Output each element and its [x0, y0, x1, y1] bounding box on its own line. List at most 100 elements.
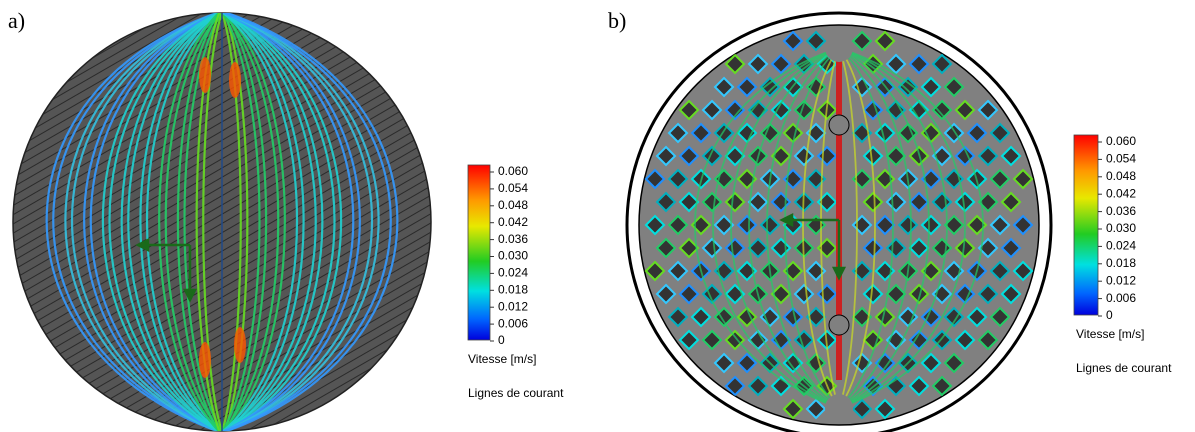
diamond — [724, 237, 746, 259]
streamline — [221, 13, 261, 431]
streamline — [838, 47, 876, 409]
diamond — [678, 237, 700, 259]
colorbar-tick-label: 0 — [498, 333, 505, 347]
diamond — [1000, 237, 1022, 259]
diamond — [874, 306, 896, 328]
colorbar — [467, 164, 491, 341]
streamlines-a — [45, 13, 399, 431]
streamline — [838, 47, 948, 409]
streamline — [221, 13, 336, 431]
streamline — [221, 13, 280, 431]
colorbar — [1073, 134, 1099, 316]
streamline — [158, 13, 221, 431]
diamond — [931, 375, 953, 397]
streamline — [784, 47, 840, 409]
diamond — [770, 283, 792, 305]
hotspot — [199, 57, 211, 93]
diamond — [874, 398, 896, 420]
diamond — [747, 191, 769, 213]
diamond — [908, 237, 930, 259]
colorbar-tick-label: 0.060 — [1106, 134, 1136, 148]
streamline — [195, 13, 221, 431]
colorbar-subtitle: Lignes de courant — [1076, 361, 1172, 375]
diamond — [736, 76, 758, 98]
diamond — [759, 122, 781, 144]
diamond — [793, 283, 815, 305]
diamond — [655, 237, 677, 259]
streamline — [223, 13, 380, 431]
colorbar-tick-label: 0.012 — [498, 299, 528, 313]
diamond — [954, 329, 976, 351]
diamond — [713, 306, 735, 328]
diamond — [678, 191, 700, 213]
colorbar-title: Vitesse [m/s] — [1076, 327, 1144, 341]
streamline — [176, 13, 221, 431]
colorbar-tick-label: 0.006 — [1106, 291, 1136, 305]
colorbar-title: Vitesse [m/s] — [468, 352, 536, 366]
diamond — [1000, 145, 1022, 167]
diamond — [943, 306, 965, 328]
diamond — [724, 375, 746, 397]
diamond — [644, 168, 666, 190]
streamline — [71, 13, 223, 431]
streamline — [146, 13, 223, 431]
diamond — [736, 306, 758, 328]
diamond — [678, 283, 700, 305]
streamline — [221, 13, 373, 431]
colorbar-tick-label: 0.018 — [1106, 256, 1136, 270]
hotspot — [234, 327, 246, 363]
diamond — [782, 398, 804, 420]
streamline — [83, 13, 221, 431]
streamline — [223, 13, 249, 431]
diamond — [908, 283, 930, 305]
node — [825, 394, 853, 422]
diamond — [770, 53, 792, 75]
panel-label: b) — [608, 8, 626, 33]
colorbar-tick-label: 0.006 — [498, 316, 528, 330]
colorbar-tick-label: 0.018 — [498, 282, 528, 296]
diamond — [874, 214, 896, 236]
diamond — [655, 283, 677, 305]
diamond — [713, 214, 735, 236]
streamline — [89, 13, 223, 431]
streamline — [164, 13, 223, 431]
diamond — [885, 99, 907, 121]
diamond — [759, 214, 781, 236]
streamline — [838, 47, 984, 409]
diamond — [724, 53, 746, 75]
diamond — [851, 398, 873, 420]
diamond — [667, 214, 689, 236]
diamond — [678, 145, 700, 167]
diamond — [805, 398, 827, 420]
diamond — [667, 306, 689, 328]
diamond — [747, 375, 769, 397]
diamond — [908, 375, 930, 397]
streamline — [223, 13, 324, 431]
outer-ring-b — [625, 11, 1053, 432]
streamline — [730, 47, 840, 409]
colorbar-tick-label: 0.030 — [1106, 221, 1136, 235]
streamline — [220, 13, 242, 431]
streamline — [64, 13, 221, 431]
diamond — [667, 122, 689, 144]
diamond — [977, 191, 999, 213]
streamline — [766, 47, 840, 409]
diamond — [736, 214, 758, 236]
colorbar-tick-label: 0.042 — [498, 215, 528, 229]
diamond — [724, 99, 746, 121]
diamond — [966, 122, 988, 144]
diamond — [954, 237, 976, 259]
diamond — [989, 122, 1011, 144]
streamline — [223, 13, 361, 431]
diamond — [920, 352, 942, 374]
colorbar-tick-label: 0.036 — [1106, 204, 1136, 218]
streamline — [694, 47, 840, 409]
diamond — [1012, 214, 1034, 236]
colorbar-tick-label: 0.042 — [1106, 186, 1136, 200]
colorbar-tick-label: 0.054 — [1106, 152, 1136, 166]
colorbar-tick-label: 0.012 — [1106, 273, 1136, 287]
colorbar-tick-label: 0.024 — [1106, 239, 1136, 253]
diamond — [644, 260, 666, 282]
diamond — [805, 30, 827, 52]
streamline — [838, 47, 858, 409]
